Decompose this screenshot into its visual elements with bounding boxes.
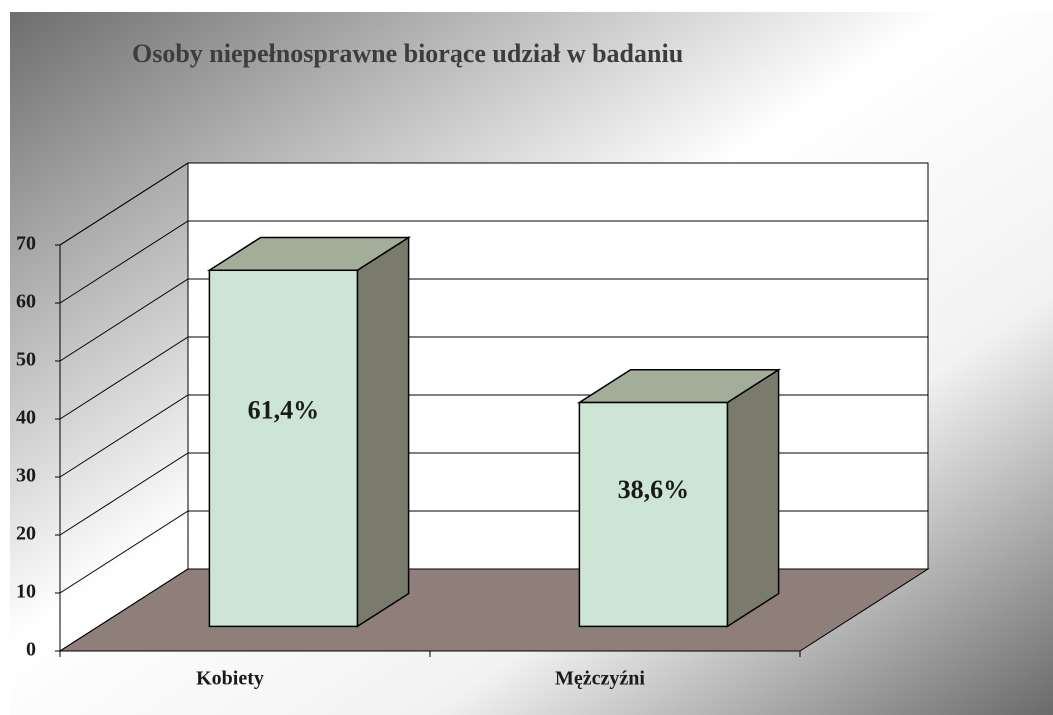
y-tick-label: 0 [26, 639, 36, 661]
grid-line [59, 162, 928, 246]
floor [58, 568, 930, 652]
chart-title: Osoby niepełnosprawne biorące udział w b… [132, 39, 683, 68]
y-tick-label: 70 [16, 233, 36, 255]
y-tick-label: 50 [16, 349, 36, 371]
y-tick-label: 10 [16, 581, 36, 603]
value-label: 61,4% [248, 396, 320, 425]
x-tick-label: Mężczyźni [555, 668, 645, 690]
y-tick-label: 20 [16, 523, 36, 545]
x-tick-label: Kobiety [196, 668, 264, 690]
grid-line [59, 278, 928, 362]
y-tick-label: 30 [16, 465, 36, 487]
bar [578, 401, 729, 628]
y-tick-label: 60 [16, 291, 36, 313]
grid-line [59, 220, 928, 304]
bar-side [726, 368, 780, 628]
value-label: 38,6% [618, 475, 690, 504]
grid-line [59, 336, 928, 420]
bar-side [356, 236, 410, 628]
bar [208, 269, 359, 628]
y-tick-label: 40 [16, 407, 36, 429]
